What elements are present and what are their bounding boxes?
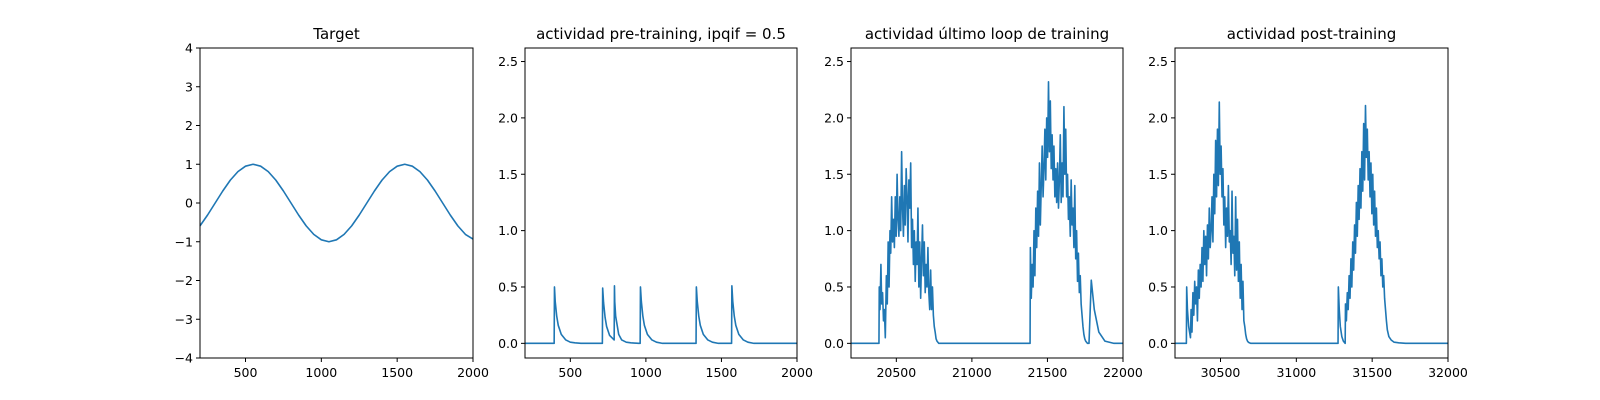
y-tick-label: 1.0	[824, 223, 844, 238]
chart-title: Target	[312, 25, 360, 43]
y-tick-label: 1.5	[498, 167, 518, 182]
x-tick-label: 500	[558, 365, 582, 380]
y-tick-label: −1	[175, 234, 193, 249]
chart-title: actividad post-training	[1227, 25, 1396, 43]
y-tick-label: 2.0	[498, 110, 518, 125]
chart-title: actividad pre-training, ipqif = 0.5	[536, 25, 786, 43]
y-tick-label: 2.5	[824, 54, 844, 69]
x-tick-label: 1500	[706, 365, 738, 380]
subplot-2: 500 1000 1500 2000 0.0 0.5 1.0 1.5 2.0 2.5 activid…	[498, 25, 813, 380]
subplot-1: 500 1000 1500 2000 −4 −3 −2 −1 0 1 2 3 4 Target	[175, 25, 489, 380]
x-tick-label: 2000	[781, 365, 813, 380]
x-tick-label: 1500	[381, 365, 413, 380]
y-tick-label: 0.0	[498, 336, 518, 351]
x-tick-label: 32000	[1428, 365, 1468, 380]
subplot-3: 20500 21000 21500 22000 0.0 0.5 1.0 1.5 2.0 2.5 ac…	[824, 25, 1143, 380]
y-tick-label: −2	[175, 273, 193, 288]
y-tick-label: 1.5	[824, 167, 844, 182]
chart-title: actividad último loop de training	[865, 25, 1109, 43]
axes-frame	[850, 47, 1124, 359]
y-tick-label: 4	[185, 41, 193, 56]
y-tick-label: 2.5	[1148, 54, 1168, 69]
series-line	[851, 81, 1123, 345]
y-tick-label: 3	[185, 79, 193, 94]
x-tick-label: 22000	[1103, 365, 1143, 380]
y-tick-label: 0.5	[498, 279, 518, 294]
y-tick-label: 2.0	[824, 110, 844, 125]
x-tick-label: 31000	[1276, 365, 1316, 380]
series-line	[525, 285, 797, 345]
x-tick-label: 21000	[952, 365, 992, 380]
x-tick-label: 20500	[876, 365, 916, 380]
y-tick-label: 0.0	[1148, 336, 1168, 351]
series-line	[1175, 101, 1448, 345]
axes-frame	[524, 47, 798, 359]
y-tick-label: 1.0	[1148, 223, 1168, 238]
y-tick-label: 2.5	[498, 54, 518, 69]
y-tick-label: −3	[175, 312, 193, 327]
y-tick-label: 2	[185, 118, 193, 133]
y-tick-label: 0.0	[824, 336, 844, 351]
x-tick-label: 1000	[305, 365, 337, 380]
y-tick-label: 1.5	[1148, 167, 1168, 182]
x-tick-label: 500	[234, 365, 258, 380]
y-tick-label: 0.5	[1148, 279, 1168, 294]
axes-frame	[199, 47, 474, 359]
y-tick-label: 1	[185, 157, 193, 172]
y-tick-label: 0	[185, 196, 193, 211]
series-line	[199, 163, 474, 243]
y-tick-label: 2.0	[1148, 110, 1168, 125]
axes-frame	[1174, 47, 1449, 359]
y-tick-label: −4	[175, 351, 193, 366]
x-tick-label: 1000	[630, 365, 662, 380]
y-tick-label: 1.0	[498, 223, 518, 238]
x-tick-label: 21500	[1028, 365, 1068, 380]
subplot-4: 30500 31000 31500 32000 0.0 0.5 1.0 1.5 2.0 2.5 ac…	[1148, 25, 1468, 380]
x-tick-label: 31500	[1352, 365, 1392, 380]
y-tick-label: 0.5	[824, 279, 844, 294]
x-tick-label: 30500	[1201, 365, 1241, 380]
x-tick-label: 2000	[457, 365, 489, 380]
